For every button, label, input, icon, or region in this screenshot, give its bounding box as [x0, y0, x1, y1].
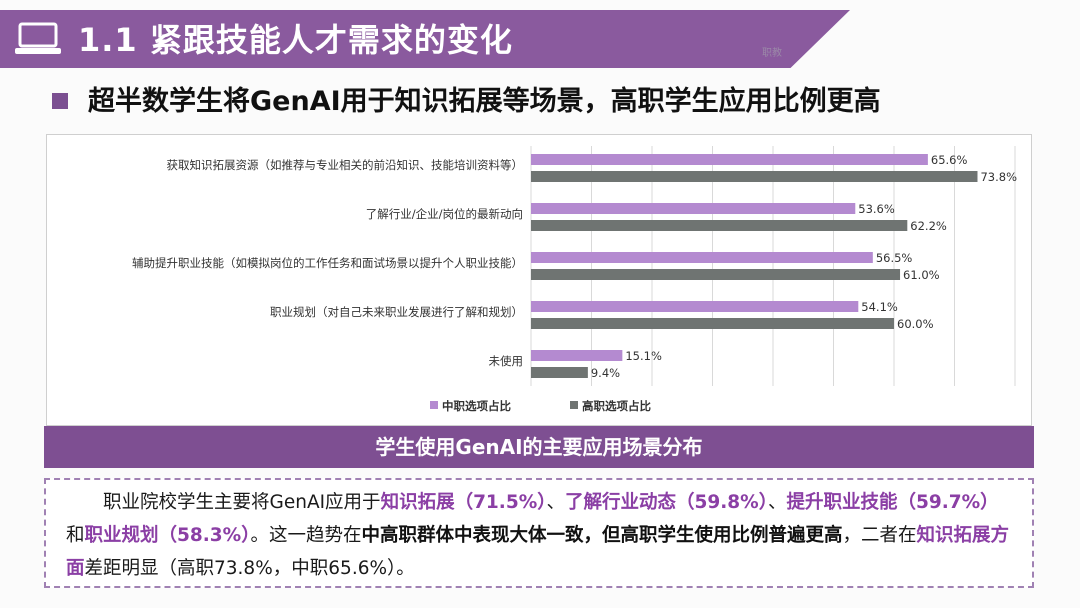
legend-label: 高职选项占比 [582, 399, 651, 413]
bar-gaozhi [531, 220, 908, 231]
category-label: 了解行业/企业/岗位的最新动向 [366, 207, 523, 221]
data-label: 54.1% [861, 300, 898, 314]
bullet-square-icon [52, 93, 68, 109]
page-title: 1.1 紧跟技能人才需求的变化 [78, 21, 513, 59]
bar-zhongzhi [531, 252, 873, 263]
legend-label: 中职选项占比 [442, 399, 511, 413]
highlight-career: 职业规划（58.3%） [84, 525, 251, 546]
bar-gaozhi [531, 269, 901, 280]
bar-gaozhi [531, 318, 894, 329]
category-label: 辅助提升职业技能（如模拟岗位的工作任务和面试场景以提升个人职业技能） [132, 256, 523, 270]
data-label: 60.0% [897, 317, 934, 331]
data-label: 9.4% [591, 366, 620, 380]
category-label: 未使用 [489, 354, 524, 368]
category-label: 获取知识拓展资源（如推荐与专业相关的前沿知识、技能培训资料等） [167, 158, 524, 172]
chart-caption: 学生使用GenAI的主要应用场景分布 [44, 426, 1034, 468]
data-label: 62.2% [910, 219, 947, 233]
laptop-icon [15, 22, 61, 54]
highlight-skills: 提升职业技能（59.7%） [786, 492, 999, 513]
header-band [0, 10, 850, 68]
data-label: 61.0% [903, 268, 940, 282]
legend-swatch [570, 401, 578, 409]
summary-text: 职业院校学生主要将GenAI应用于知识拓展（71.5%）、了解行业动态（59.8… [66, 492, 1010, 579]
data-label: 65.6% [931, 153, 968, 167]
data-label: 73.8% [980, 170, 1017, 184]
bar-gaozhi [531, 171, 978, 182]
highlight-gap: 知识拓展方面 [66, 525, 1010, 579]
legend-swatch [430, 401, 438, 409]
data-label: 15.1% [625, 349, 662, 363]
summary-box [44, 478, 1034, 588]
bar-chart: 获取知识拓展资源（如推荐与专业相关的前沿知识、技能培训资料等） 65.6% 73.8… [132, 146, 1017, 413]
bar-zhongzhi [531, 350, 623, 361]
category-label: 职业规划（对自己未来职业发展进行了解和规划） [270, 305, 523, 319]
data-label: 53.6% [858, 202, 895, 216]
bar-gaozhi [531, 367, 588, 378]
bar-zhongzhi [531, 301, 859, 312]
bold-trend: 中高职群体中表现大体一致，但高职学生使用比例普遍更高 [361, 525, 843, 546]
slide-subtitle: 超半数学生将GenAI用于知识拓展等场景，高职学生应用比例更高 [88, 86, 881, 117]
data-label: 56.5% [876, 251, 913, 265]
bar-zhongzhi [531, 154, 928, 165]
highlight-knowledge: 知识拓展（71.5%） [380, 492, 547, 513]
highlight-industry: 了解行业动态（59.8%） [565, 492, 768, 513]
header-logo: 职教 [762, 48, 782, 59]
bar-zhongzhi [531, 203, 856, 214]
